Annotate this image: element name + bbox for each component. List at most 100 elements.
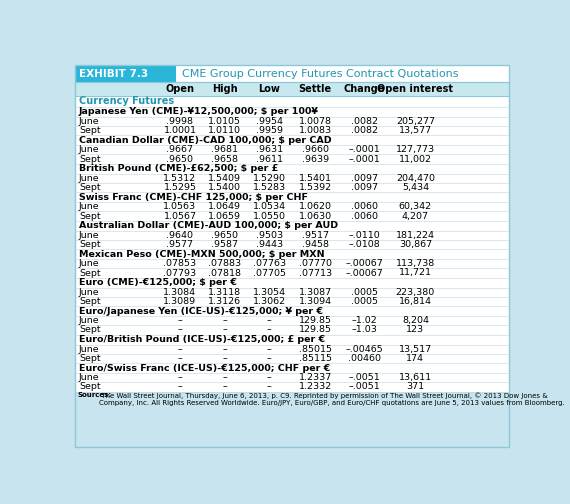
Text: 127,773: 127,773 [396, 145, 435, 154]
Text: –.0051: –.0051 [348, 383, 380, 392]
Bar [75, 65, 176, 82]
Text: June: June [79, 231, 100, 240]
Text: 371: 371 [406, 383, 425, 392]
Text: June: June [79, 117, 100, 126]
Text: Sept: Sept [79, 326, 101, 335]
Text: 129.85: 129.85 [299, 326, 332, 335]
Text: June: June [79, 174, 100, 183]
Text: 1.0630: 1.0630 [299, 212, 332, 221]
Text: 1.0550: 1.0550 [253, 212, 286, 221]
Text: –.00067: –.00067 [345, 259, 383, 268]
Text: 5,434: 5,434 [402, 183, 429, 192]
Text: June: June [79, 316, 100, 325]
Text: –: – [267, 345, 272, 354]
Text: .9577: .9577 [166, 240, 193, 249]
Text: 30,867: 30,867 [399, 240, 432, 249]
Text: 1.3054: 1.3054 [253, 288, 286, 297]
Text: .07713: .07713 [299, 269, 332, 278]
Text: Euro (CME)-€125,000; $ per €: Euro (CME)-€125,000; $ per € [79, 278, 237, 287]
Text: .07770: .07770 [299, 259, 332, 268]
Text: –: – [178, 383, 182, 392]
Text: Japanese Yen (CME)-¥12,500,000; $ per 100¥: Japanese Yen (CME)-¥12,500,000; $ per 10… [79, 107, 319, 116]
Text: Low: Low [258, 84, 280, 94]
Text: –: – [178, 354, 182, 363]
Text: 1.5295: 1.5295 [164, 183, 197, 192]
Text: High: High [212, 84, 238, 94]
Text: 129.85: 129.85 [299, 316, 332, 325]
Text: Euro/Swiss Franc (ICE-US)-€125,000; CHF per €: Euro/Swiss Franc (ICE-US)-€125,000; CHF … [79, 363, 330, 372]
Text: Canadian Dollar (CME)-CAD 100,000; $ per CAD: Canadian Dollar (CME)-CAD 100,000; $ per… [79, 136, 332, 145]
Text: 1.2337: 1.2337 [299, 373, 332, 382]
Text: 181,224: 181,224 [396, 231, 435, 240]
Text: –: – [178, 345, 182, 354]
Text: 13,611: 13,611 [399, 373, 432, 382]
Text: 60,342: 60,342 [399, 202, 432, 211]
Text: 16,814: 16,814 [399, 297, 432, 306]
Text: 1.5401: 1.5401 [299, 174, 332, 183]
Text: Open interest: Open interest [377, 84, 453, 94]
Text: .07883: .07883 [208, 259, 241, 268]
Text: 8,204: 8,204 [402, 316, 429, 325]
Text: –: – [178, 316, 182, 325]
Text: June: June [79, 145, 100, 154]
Text: –: – [267, 316, 272, 325]
Text: Sept: Sept [79, 212, 101, 221]
Text: –.00465: –.00465 [345, 345, 383, 354]
Text: 13,517: 13,517 [399, 345, 432, 354]
Text: .9611: .9611 [256, 155, 283, 163]
Text: 1.0001: 1.0001 [164, 126, 197, 135]
Text: Sept: Sept [79, 297, 101, 306]
Text: June: June [79, 288, 100, 297]
Text: .9998: .9998 [166, 117, 193, 126]
Text: .9587: .9587 [211, 240, 238, 249]
Bar [75, 392, 509, 447]
Text: 1.0659: 1.0659 [208, 212, 241, 221]
Text: June: June [79, 345, 100, 354]
Text: 1.3089: 1.3089 [164, 297, 197, 306]
Text: 1.0078: 1.0078 [299, 117, 332, 126]
Text: Australian Dollar (CME)-AUD 100,000; $ per AUD: Australian Dollar (CME)-AUD 100,000; $ p… [79, 221, 338, 230]
Text: The Wall Street Journal, Thursday, June 6, 2013, p. C9. Reprinted by permission : The Wall Street Journal, Thursday, June … [99, 392, 565, 406]
Text: Settle: Settle [299, 84, 332, 94]
Text: 1.3062: 1.3062 [253, 297, 286, 306]
Text: Open: Open [165, 84, 194, 94]
Text: –1.03: –1.03 [351, 326, 377, 335]
Text: –: – [267, 383, 272, 392]
Text: 1.0534: 1.0534 [253, 202, 286, 211]
Text: –.0051: –.0051 [348, 373, 380, 382]
Text: .07853: .07853 [164, 259, 197, 268]
Text: –: – [222, 316, 227, 325]
Text: –: – [267, 354, 272, 363]
Text: 1.3118: 1.3118 [208, 288, 241, 297]
Text: 123: 123 [406, 326, 425, 335]
Text: –: – [222, 354, 227, 363]
Text: .0060: .0060 [351, 202, 378, 211]
Bar [75, 82, 509, 96]
Text: –.0001: –.0001 [348, 155, 380, 163]
Text: –1.02: –1.02 [351, 316, 377, 325]
Text: –: – [178, 373, 182, 382]
Text: 1.3126: 1.3126 [208, 297, 241, 306]
Text: .9959: .9959 [256, 126, 283, 135]
Text: 1.5392: 1.5392 [299, 183, 332, 192]
Text: 11,002: 11,002 [399, 155, 432, 163]
Text: .07705: .07705 [253, 269, 286, 278]
Text: .0082: .0082 [351, 117, 378, 126]
Text: .9660: .9660 [302, 145, 329, 154]
Text: .9503: .9503 [256, 231, 283, 240]
Text: .9650: .9650 [211, 231, 238, 240]
Text: .9631: .9631 [256, 145, 283, 154]
Text: .9954: .9954 [256, 117, 283, 126]
Text: .9658: .9658 [211, 155, 238, 163]
Text: 1.3084: 1.3084 [164, 288, 197, 297]
Text: June: June [79, 202, 100, 211]
Text: .85115: .85115 [299, 354, 332, 363]
Text: .9640: .9640 [166, 231, 193, 240]
Text: CME Group Currency Futures Contract Quotations: CME Group Currency Futures Contract Quot… [182, 69, 459, 79]
Text: 1.5283: 1.5283 [253, 183, 286, 192]
Text: 1.0083: 1.0083 [299, 126, 332, 135]
Text: .9517: .9517 [302, 231, 329, 240]
Text: June: June [79, 373, 100, 382]
Text: June: June [79, 259, 100, 268]
Text: EXHIBIT 7.3: EXHIBIT 7.3 [79, 69, 148, 79]
